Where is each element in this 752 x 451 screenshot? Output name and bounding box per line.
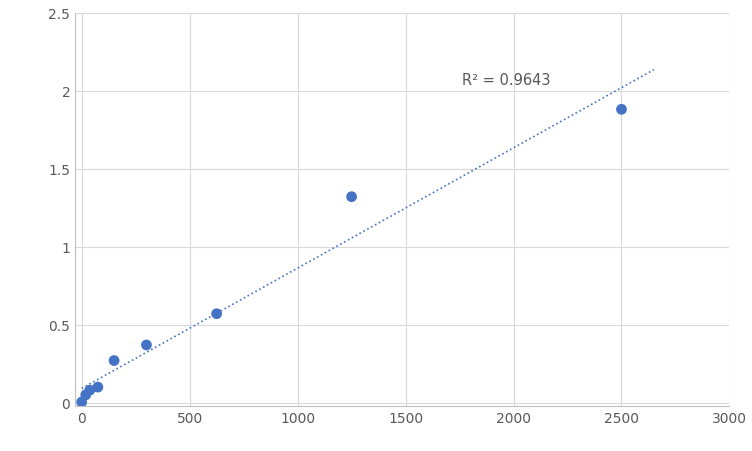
Text: R² = 0.9643: R² = 0.9643 [462, 74, 550, 88]
Point [76, 399, 88, 406]
Point [346, 193, 358, 201]
Point [83, 387, 96, 394]
Point [211, 310, 223, 318]
Point [615, 106, 627, 114]
Point [141, 341, 153, 349]
Point [80, 391, 92, 399]
Point [92, 384, 104, 391]
Point [108, 357, 120, 364]
